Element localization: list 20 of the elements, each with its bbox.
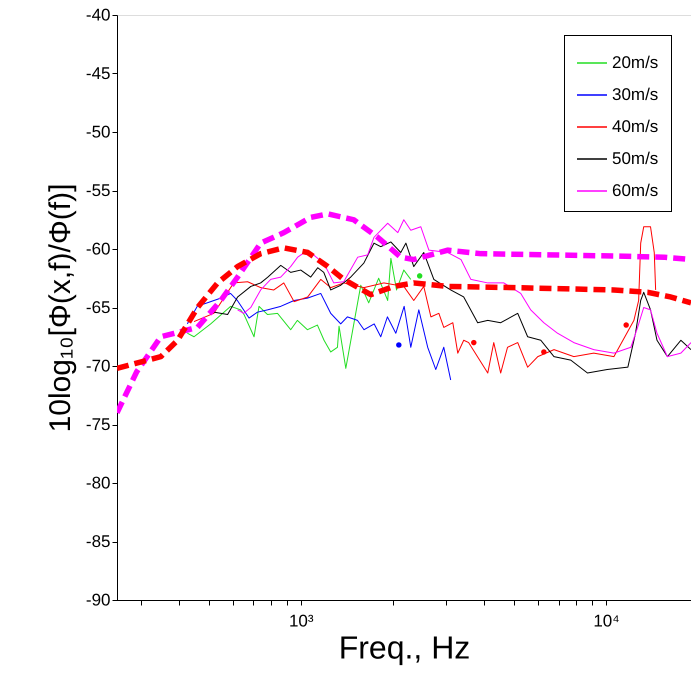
x-tick-label: 10⁴	[593, 612, 620, 630]
y-tick-label: -90	[86, 590, 110, 610]
x-tick-label: 10³	[288, 612, 314, 630]
y-tick-label: -55	[86, 181, 110, 200]
y-tick-label: -80	[86, 474, 110, 492]
x-axis-title: Freq., Hz	[338, 630, 470, 666]
legend-label: 50m/s	[612, 149, 658, 168]
y-tick-label: -45	[86, 64, 110, 83]
legend-label: 60m/s	[612, 181, 658, 200]
y-tick-label: -75	[86, 415, 110, 434]
y-tick-label: -65	[86, 298, 110, 317]
legend-label: 40m/s	[612, 117, 658, 136]
y-tick-label: -40	[86, 6, 110, 24]
y-axis-title: 10log₁₀[Φ(x,f)/Φ(f)]	[44, 184, 77, 432]
y-tick-label: -60	[86, 240, 110, 258]
y-tick-label: -50	[86, 122, 110, 142]
y-tick-label: -70	[86, 356, 110, 376]
legend-label: 30m/s	[612, 85, 658, 104]
y-tick-label: -85	[86, 532, 110, 551]
legend-label: 20m/s	[612, 53, 658, 72]
